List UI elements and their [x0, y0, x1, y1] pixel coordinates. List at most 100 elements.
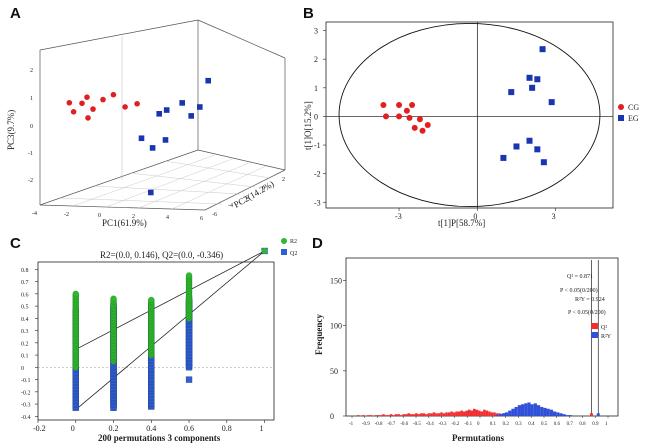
q2-bar	[495, 413, 499, 416]
cg-point	[122, 104, 128, 110]
cg-point	[380, 101, 387, 108]
a-ztick: -2	[244, 195, 249, 201]
c-ytick-label: -0.1	[21, 378, 31, 384]
eg-point	[548, 99, 555, 106]
cg-point	[383, 113, 390, 120]
q2-bar	[493, 412, 496, 416]
q2-bar	[432, 412, 436, 416]
d-xtick-label: 1	[605, 422, 608, 427]
panel-b-letter: B	[303, 5, 314, 22]
q2-bar	[442, 413, 446, 416]
r2y-bar	[498, 414, 502, 416]
d-ytick-label: 50	[330, 367, 338, 376]
b-ytick-label: -1	[314, 141, 321, 150]
a-xtick: 2	[132, 214, 135, 220]
q2-bar	[422, 413, 426, 416]
cg-point	[85, 115, 91, 121]
r2y-bar	[504, 412, 509, 416]
panel-d-xlabel: Permutations	[452, 433, 504, 443]
q2-observed-bar	[589, 413, 593, 416]
c-xtick-label: 0	[71, 424, 75, 433]
eg-point	[148, 189, 154, 196]
eg-point	[500, 154, 507, 161]
d-xtick-label: -0.8	[375, 422, 383, 427]
q2-bar	[377, 415, 380, 416]
q2-bar	[440, 412, 443, 416]
r2y-bar	[546, 408, 550, 416]
q2-bar	[450, 411, 453, 416]
r2y-bar	[556, 412, 560, 416]
b-ytick-label: 3	[314, 27, 318, 36]
eg-point	[156, 111, 162, 117]
q2-bar	[412, 414, 416, 416]
a-ztick: 0	[262, 186, 265, 192]
q2-bar	[374, 415, 378, 416]
c-ytick-label: 0.8	[21, 268, 29, 274]
q2-bar	[382, 414, 385, 416]
cg-point	[409, 101, 416, 108]
panel-d: D -1 -0.9 -0.8 -0.7 -0.6 -0.5 -0.4 -0.3 -0.2 -0.1…	[312, 235, 619, 443]
r2-point	[185, 272, 193, 279]
panel-a-floor-grid	[59, 154, 271, 210]
q2-bar	[488, 411, 491, 416]
d-xtick-label: -0.6	[400, 422, 408, 427]
cg-point	[100, 96, 106, 103]
c-ytick-label: -0.3	[21, 403, 31, 409]
a-ztick: -6	[212, 212, 217, 218]
c-xtick-label: 0.2	[109, 424, 119, 433]
eg-point	[205, 77, 211, 84]
panel-a: A 2 1 0	[6, 5, 286, 228]
eg-point	[540, 159, 547, 166]
q2-bar	[362, 415, 365, 416]
d-xtick-label: 0.9	[592, 422, 599, 427]
d-xtick-label: 0.4	[528, 422, 535, 427]
panel-c: C -0.2 0 0.2 0.4 0.6 0.8 1 -0.4 -0.3 -0.2 -0.1 0 0.1…	[10, 235, 297, 443]
eg-point	[534, 76, 541, 83]
c-ytick-label: 0.5	[21, 305, 29, 311]
legend-q2-marker	[281, 249, 287, 255]
d-xtick-label: -0.1	[464, 422, 472, 427]
cg-point	[411, 124, 418, 131]
c-xtick-label: 0.8	[222, 424, 232, 433]
r2y-observed-bar	[596, 413, 600, 416]
panel-c-title: R2=(0.0, 0.146), Q2=(0.0, -0.346)	[100, 250, 223, 260]
c-ytick-label: 0.7	[21, 280, 29, 286]
q2-bar	[447, 412, 451, 416]
eg-point	[534, 146, 541, 153]
a-xtick: -2	[64, 212, 69, 218]
d-xtick-label: -0.2	[451, 422, 459, 427]
d-ytick-label: 0	[330, 412, 334, 421]
q2-bar	[379, 415, 383, 416]
eg-point	[188, 113, 194, 119]
q2-bar	[357, 415, 360, 416]
b-ytick-label: -2	[314, 170, 321, 179]
d-xtick-label: 0.2	[503, 422, 510, 427]
q2-bar	[394, 414, 398, 416]
cg-point	[134, 100, 140, 107]
r2-point	[72, 290, 79, 297]
panel-d-letter: D	[312, 235, 323, 252]
eg-point	[163, 107, 170, 113]
q2-bar	[397, 414, 400, 416]
q2-bar	[407, 413, 410, 416]
legend-r2-marker	[281, 238, 287, 244]
legend-dq2-marker	[591, 323, 598, 329]
c-xtick-label: 0.4	[146, 424, 156, 433]
cg-point	[403, 107, 410, 114]
panel-d-legend: Q² R²Y	[591, 323, 612, 340]
q2-bar	[452, 412, 456, 416]
a-xtick: -4	[32, 211, 37, 217]
cg-point	[406, 114, 413, 121]
d-xtick-label: 0	[477, 422, 480, 427]
panel-b: B -3 0 3 3 2 1 0 -1 -2 -3 t[1]P[58.7%] t[1]O[15.2…	[303, 5, 639, 228]
b-xtick-label: -3	[395, 212, 402, 221]
panel-d-ylabel: Frequency	[314, 314, 324, 355]
cg-point	[79, 100, 85, 107]
panel-b-ticks: -3 0 3 3 2 1 0 -1 -2 -3	[314, 27, 556, 221]
eg-point	[526, 137, 533, 144]
q2-bar	[485, 410, 489, 416]
q2-bar	[445, 412, 448, 416]
cg-point	[110, 91, 117, 98]
q2-bar	[402, 414, 405, 416]
cg-point	[90, 106, 96, 112]
